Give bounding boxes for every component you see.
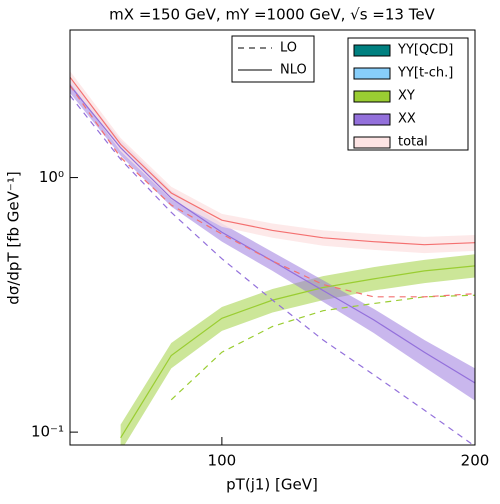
legend-swatch [353, 67, 391, 80]
legend-label: YY[t-ch.] [397, 66, 453, 81]
legend-label: LO [280, 41, 297, 56]
legend-label: NLO [280, 63, 307, 78]
lo-line [170, 294, 475, 401]
x-axis-label: pT(j1) [GeV] [226, 476, 318, 494]
plot-area [70, 71, 475, 445]
plot-frame [69, 29, 476, 446]
legend-box [231, 35, 315, 83]
legend: LO NLO YY[QCD] YY[t-ch.] XY XX total [231, 35, 469, 151]
lo-line [70, 95, 475, 445]
nlo-line [70, 85, 475, 384]
legend-swatch [353, 136, 391, 149]
nlo-line [70, 76, 475, 246]
legend-label: XX [398, 112, 416, 127]
legend-swatch [353, 90, 391, 103]
legend-swatch [353, 113, 391, 126]
legend-swatch [353, 44, 391, 57]
lo-line [70, 85, 475, 298]
uncertainty-band [120, 254, 475, 445]
chart-title: mX =150 GeV, mY =1000 GeV, √s =13 TeV [109, 6, 435, 24]
legend-label: YY[QCD] [397, 43, 453, 58]
nlo-line [120, 265, 475, 439]
y-axis-label: dσ/dpT [fb GeV⁻¹] [5, 171, 23, 304]
x-tick-label: 200 [461, 452, 490, 470]
y-tick-label: 10⁻¹ [31, 423, 64, 441]
y-tick-label: 10⁰ [39, 168, 64, 186]
legend-label: XY [398, 89, 415, 104]
x-tick-label: 100 [208, 452, 237, 470]
legend-label: total [398, 135, 428, 150]
